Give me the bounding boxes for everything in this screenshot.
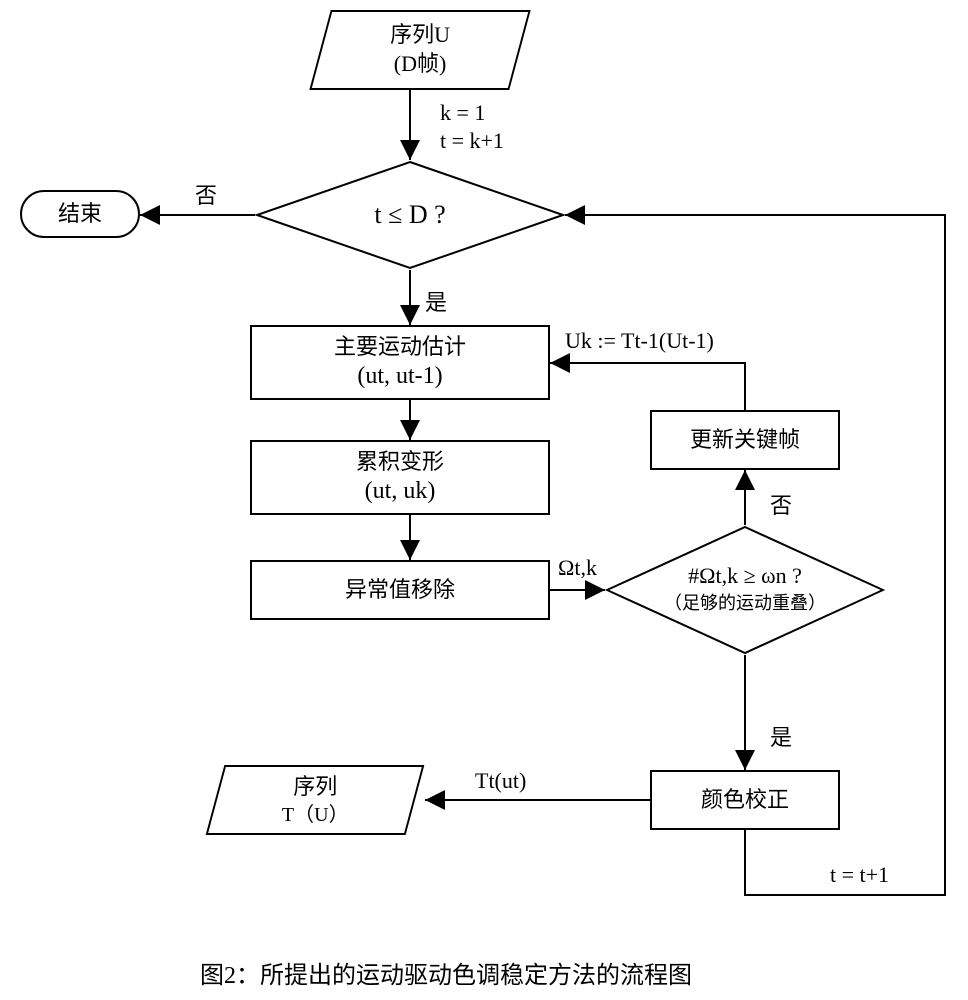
input-line2: (D帧) (390, 50, 450, 79)
flowchart-canvas: 序列U (D帧) 结束 t ≤ D ? 主要运动估计 (ut, ut-1) 累积… (0, 0, 968, 1000)
output-node: 序列 T（U） (206, 765, 425, 835)
colorcorr-node: 颜色校正 (650, 770, 840, 830)
motion-node: 主要运动估计 (ut, ut-1) (250, 325, 550, 400)
label-no1: 否 (195, 178, 217, 210)
label-k1: k = 1 (440, 100, 485, 126)
cumdef-line1: 累积变形 (356, 448, 444, 477)
colorcorr-line1: 颜色校正 (701, 786, 789, 815)
updatekey-node: 更新关键帧 (650, 410, 840, 470)
label-ttut: Tt(ut) (475, 768, 526, 794)
motion-line2: (ut, ut-1) (357, 361, 442, 392)
end-node: 结束 (20, 190, 140, 238)
label-no2: 否 (770, 488, 792, 520)
decision1-label: t ≤ D ? (255, 200, 565, 230)
output-line1: 序列 (282, 773, 349, 802)
output-line2: T（U） (282, 801, 349, 827)
input-line1: 序列U (390, 21, 450, 50)
figure-caption: 图2：所提出的运动驱动色调稳定方法的流程图 (200, 955, 692, 990)
label-uk-assign: Uk := Tt-1(Ut-1) (565, 328, 714, 354)
label-tinc: t = t+1 (830, 862, 889, 888)
decision2-line2: （足够的运动重叠） (605, 589, 885, 615)
label-tk1: t = k+1 (440, 128, 504, 154)
input-node: 序列U (D帧) (309, 10, 530, 90)
outlier-line1: 异常值移除 (345, 576, 455, 605)
decision1-node: t ≤ D ? (255, 160, 565, 270)
label-yes1: 是 (425, 285, 447, 317)
label-omega: Ωt,k (558, 555, 597, 581)
motion-line1: 主要运动估计 (334, 333, 466, 362)
cumdef-line2: (ut, uk) (365, 476, 436, 507)
decision2-node: #Ωt,k ≥ ωn ? （足够的运动重叠） (605, 525, 885, 655)
label-yes2: 是 (770, 720, 792, 752)
cumdef-node: 累积变形 (ut, uk) (250, 440, 550, 515)
outlier-node: 异常值移除 (250, 560, 550, 620)
decision2-line1: #Ωt,k ≥ ωn ? (605, 563, 885, 589)
updatekey-line1: 更新关键帧 (690, 426, 800, 455)
end-label: 结束 (58, 200, 102, 229)
